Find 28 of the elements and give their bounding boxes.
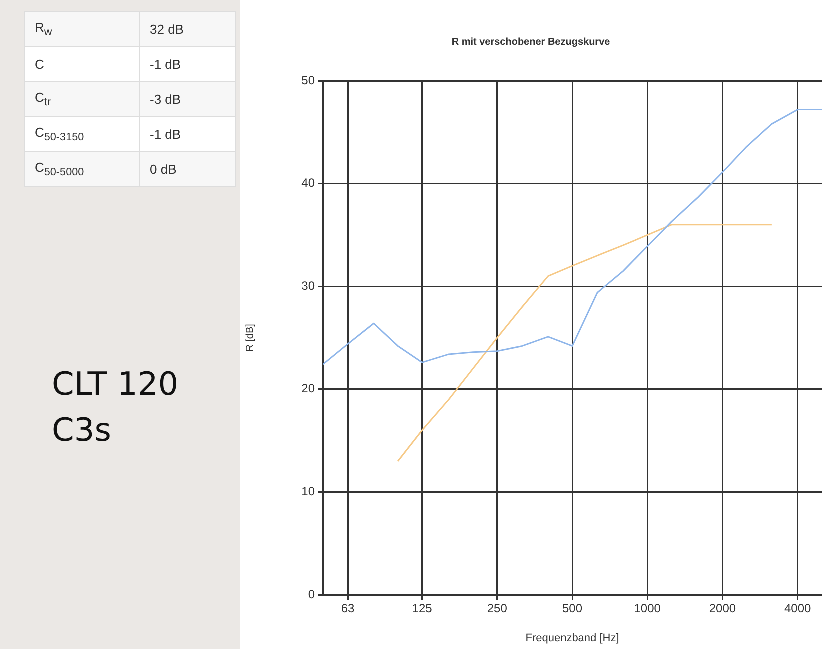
chart-title: R mit verschobener Bezugskurve: [452, 36, 611, 48]
x-axis-title: Frequenzband [Hz]: [526, 632, 620, 644]
text: R$_{w}$: [24, 12, 140, 46]
text: -1 dB: [140, 116, 236, 152]
text: C$_{50-3150}$: [24, 116, 140, 152]
x-tick-label: 4000: [784, 602, 812, 616]
y-tick-label: 40: [302, 176, 316, 190]
text: C$_{tr}$: [24, 82, 140, 116]
x-tick-label: 125: [412, 602, 433, 616]
x-tick-label: 2000: [709, 602, 736, 616]
x-tick-label: 63: [341, 602, 356, 616]
y-tick-label: 50: [302, 73, 316, 88]
y-tick-label: 10: [302, 484, 316, 499]
y-tick-label: 0: [308, 587, 316, 602]
y-axis-title: R [dB]: [244, 324, 256, 352]
x-tick-label: 500: [562, 602, 583, 616]
text: -3 dB: [140, 82, 236, 116]
text: 0 dB: [140, 152, 236, 186]
text: C: [24, 46, 140, 82]
x-tick-label: 250: [487, 602, 508, 616]
text: C$_{50-5000}$: [24, 152, 140, 186]
y-tick-label: 20: [302, 382, 316, 396]
text: CLT 120: [52, 365, 179, 403]
text: C3s: [52, 411, 112, 449]
text: -1 dB: [140, 46, 236, 82]
y-tick-label: 30: [302, 278, 316, 293]
x-tick-label: 1000: [634, 602, 662, 616]
text: 32 dB: [140, 12, 236, 46]
